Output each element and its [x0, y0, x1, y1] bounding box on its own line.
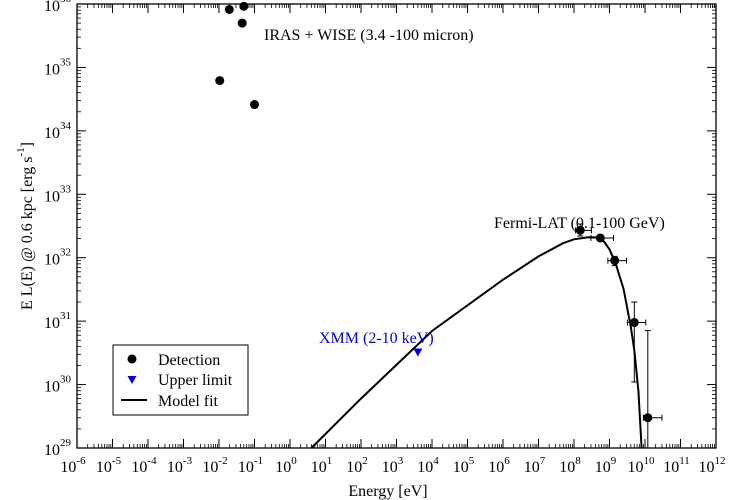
- detection-point: [575, 225, 585, 235]
- y-axis-label-close: ]: [19, 142, 36, 147]
- y-tick-label: 1036: [44, 0, 72, 15]
- detection-point: [237, 18, 247, 28]
- y-tick-label: 1033: [44, 183, 72, 205]
- y-axis-label: E L(E) @ 0.6 kpc [erg s-1]: [15, 142, 36, 310]
- legend-upper-limit-marker: [127, 376, 137, 384]
- y-axis-label-sup: -1: [15, 147, 27, 156]
- x-tick-label: 100: [275, 455, 297, 476]
- y-tick-labels: 1029 1030 1031 1032 1033 1034 1035 1036: [44, 0, 72, 459]
- detection-point: [643, 413, 653, 423]
- x-tick-label: 10-6: [60, 455, 86, 476]
- y-tick-label: 1031: [44, 310, 71, 332]
- y-tick-label: 1030: [44, 374, 72, 396]
- y-tick-label: 1032: [44, 247, 71, 269]
- x-tick-label: 101: [311, 455, 333, 476]
- legend-upper-limit-label: Upper limit: [158, 372, 233, 389]
- annotation-xmm: XMM (2-10 keV): [319, 330, 434, 347]
- x-tick-label: 1011: [663, 455, 690, 476]
- detection-point: [239, 1, 249, 11]
- axis-ticks: [76, 3, 717, 449]
- x-tick-label: 102: [346, 455, 368, 476]
- y-tick-label: 1035: [44, 56, 72, 78]
- x-tick-label: 107: [524, 455, 546, 476]
- legend-detection-label: Detection: [158, 352, 220, 369]
- y-axis-label-main: E L(E) @ 0.6 kpc [erg s: [19, 156, 36, 310]
- x-tick-label: 10-2: [202, 455, 227, 476]
- x-tick-label: 106: [488, 455, 510, 476]
- x-tick-label: 1010: [628, 455, 656, 476]
- legend: Detection Upper limit Model fit: [112, 344, 249, 416]
- y-tick-label: 1034: [44, 120, 72, 142]
- data-points: [215, 1, 653, 423]
- x-tick-label: 10-4: [131, 455, 157, 476]
- x-tick-label: 103: [382, 455, 404, 476]
- svg-text:E L(E) @ 0.6 kpc [erg s-1]: E L(E) @ 0.6 kpc [erg s-1]: [15, 142, 36, 310]
- x-tick-label: 108: [559, 455, 581, 476]
- detection-point: [610, 256, 620, 266]
- annotation-fermi: Fermi-LAT (0.1-100 GeV): [494, 215, 665, 232]
- legend-detection-marker: [127, 354, 137, 364]
- detection-point: [215, 76, 225, 86]
- x-axis-label: Energy [eV]: [348, 483, 427, 500]
- x-tick-label: 10-1: [238, 455, 263, 476]
- detection-point: [629, 318, 639, 328]
- detection-point: [224, 4, 234, 14]
- x-tick-label: 105: [453, 455, 475, 476]
- detection-point: [595, 233, 605, 243]
- x-tick-label: 109: [595, 455, 617, 476]
- legend-model-fit-label: Model fit: [158, 393, 219, 410]
- upper-limit-point: [413, 348, 423, 357]
- y-tick-label: 1029: [44, 437, 72, 459]
- annotation-iras: IRAS + WISE (3.4 -100 micron): [264, 27, 474, 44]
- x-tick-label: 1012: [699, 455, 726, 476]
- x-tick-labels: 10-6 10-5 10-4 10-3 10-2 10-1 100 101 102 103 104 1…: [60, 455, 725, 476]
- detection-point: [250, 100, 259, 110]
- x-tick-label: 10-3: [167, 455, 193, 476]
- x-tick-label: 10-5: [96, 455, 122, 476]
- x-tick-label: 104: [417, 455, 439, 476]
